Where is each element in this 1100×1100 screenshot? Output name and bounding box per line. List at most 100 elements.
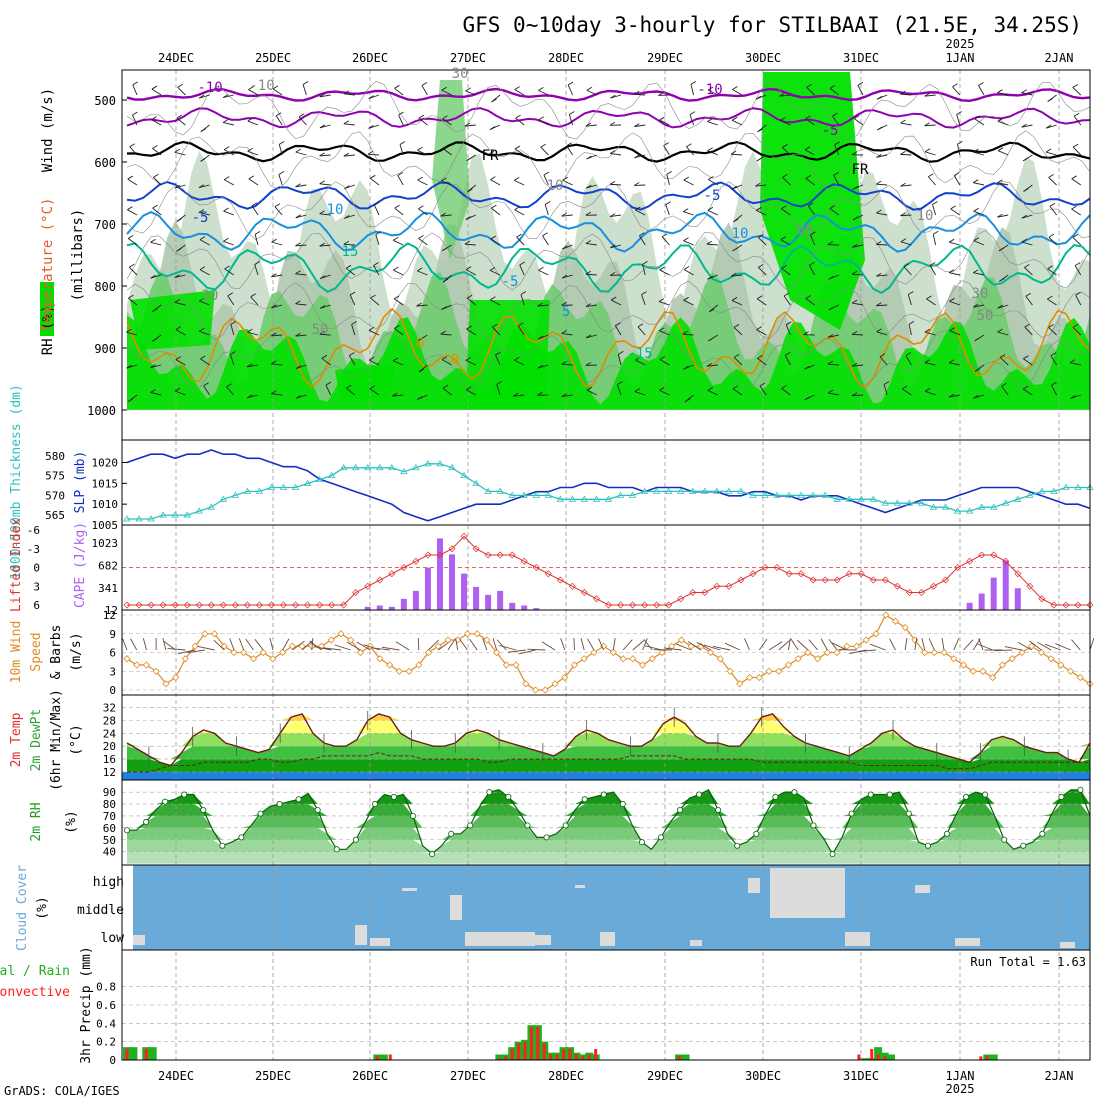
- wind-speed-point: [415, 661, 423, 669]
- upper-wind-barb-flag: [900, 90, 906, 95]
- upper-wind-barb: [222, 122, 234, 126]
- upper-wind-barb-flag: [929, 262, 936, 266]
- upper-wind-barb: [978, 85, 985, 96]
- upper-wind-barb: [1025, 295, 1033, 306]
- upper-wind-barb: [417, 149, 428, 156]
- thickness-point: [640, 487, 649, 494]
- upper-wind-barb-flag: [392, 392, 398, 397]
- upper-wind-barb: [731, 119, 743, 126]
- upper-wind-barb: [707, 390, 718, 396]
- upper-wind-barb: [827, 363, 839, 366]
- wind-tick-label: 0: [109, 684, 116, 697]
- wind-speed-point: [356, 648, 365, 657]
- rh-point: [753, 830, 760, 837]
- upper-wind-barb-flag: [1045, 124, 1052, 129]
- wind-speed-point: [765, 667, 773, 675]
- surface-wind-barb: [371, 647, 390, 651]
- cape-bar: [533, 608, 540, 610]
- upper-wind-barb-flag: [586, 386, 593, 391]
- upper-wind-barb-flag: [780, 236, 786, 241]
- upper-wind-barb: [833, 175, 840, 186]
- surface-wind-barb: [363, 644, 381, 651]
- precip-convective-bar: [510, 1049, 514, 1060]
- wind-speed-point: [502, 661, 510, 669]
- cape-tick-label: 12: [105, 604, 118, 617]
- upper-wind-barb-flag: [635, 206, 641, 211]
- surface-wind-barb: [455, 638, 459, 651]
- precip-total-bar: [880, 1052, 889, 1060]
- upper-wind-barb-flag: [1047, 98, 1053, 102]
- temp-ylabel-line: 2m Temp: [9, 712, 24, 767]
- surface-wind-barb: [1055, 643, 1071, 651]
- upper-wind-barb: [585, 304, 597, 308]
- upper-wind-barb: [757, 237, 767, 246]
- wind-speed-point: [561, 673, 569, 682]
- upper-wind-barb-flag: [731, 185, 738, 190]
- upper-wind-barb-flag: [781, 205, 787, 210]
- upper-wind-barb-flag: [466, 157, 472, 162]
- upper-wind-barb-flag: [223, 146, 230, 150]
- cloud-block: [845, 932, 870, 946]
- upper-wind-barb-flag: [416, 267, 423, 272]
- upper-wind-barb: [948, 362, 960, 366]
- contour-label: 30: [972, 286, 989, 302]
- thickness-point: [400, 467, 408, 475]
- contour-label: 10: [327, 202, 344, 218]
- upper-wind-barb: [199, 300, 210, 306]
- upper-wind-barb-flag: [566, 142, 572, 147]
- thickness-point: [219, 495, 228, 502]
- upper-wind-barb: [949, 300, 960, 306]
- upper-wind-barb-flag: [780, 117, 786, 121]
- rh-legend-swatch: [40, 282, 54, 336]
- wind-speed-point: [1018, 648, 1026, 657]
- surface-wind-barb: [904, 637, 908, 651]
- wind-speed-point: [930, 648, 938, 657]
- surface-wind-barb: [580, 638, 585, 651]
- rh-point: [352, 836, 359, 843]
- upper-wind-barb-flag: [757, 128, 763, 133]
- upper-wind-barb-flag: [924, 148, 931, 153]
- contour-label: 50: [797, 222, 814, 238]
- upper-wind-barb: [852, 302, 864, 306]
- upper-wind-barb: [780, 120, 791, 126]
- upper-wind-barb-flag: [829, 205, 836, 209]
- rh-point: [791, 789, 798, 796]
- upper-wind-barb: [997, 214, 1009, 218]
- upper-wind-barb-flag: [254, 231, 261, 235]
- cape-bar: [485, 594, 492, 610]
- upper-wind-barb: [908, 324, 912, 336]
- upper-wind-barb-flag: [857, 81, 864, 86]
- rh-point: [810, 822, 817, 829]
- upper-wind-barb-flag: [1050, 352, 1057, 356]
- upper-wind-barb-flag: [127, 206, 133, 211]
- cape-bar: [473, 586, 480, 610]
- upper-wind-barb-flag: [150, 274, 156, 279]
- upper-wind-barb: [634, 391, 646, 396]
- upper-wind-barb-flag: [659, 116, 665, 121]
- upper-wind-barb: [973, 240, 985, 246]
- upper-wind-barb: [295, 303, 307, 306]
- upper-wind-barb-flag: [635, 356, 641, 361]
- text-layer: 24DEC 24DEC 25DEC 25DEC 26DEC 26DEC 27DEC 27DEC…: [0, 37, 1086, 1096]
- top-date-label: 31DEC: [843, 51, 879, 65]
- thickness-point: [821, 491, 829, 498]
- surface-wind-barb: [356, 641, 371, 651]
- upper-wind-barb-flag: [126, 328, 132, 333]
- upper-wind-barb-flag: [900, 212, 906, 217]
- upper-wind-barb-flag: [634, 154, 640, 159]
- upper-wind-barb-flag: [708, 337, 714, 342]
- upper-wind-barb-flag: [731, 116, 738, 121]
- upper-wind-barb-flag: [827, 333, 834, 338]
- upper-wind-barb: [132, 114, 138, 126]
- upper-wind-barb-flag: [441, 306, 447, 310]
- upper-wind-barb: [348, 355, 356, 366]
- wind-speed-point: [220, 642, 228, 650]
- wind-speed-point: [891, 617, 900, 625]
- thickness-point: [135, 515, 143, 522]
- lifted-point: [966, 557, 974, 565]
- upper-wind-barb-flag: [1001, 382, 1007, 387]
- upper-wind-barb-flag: [562, 176, 568, 181]
- precip-tick-label: 0.8: [96, 981, 116, 994]
- upper-wind-barb-flag: [319, 275, 326, 280]
- upper-wind-barb: [251, 205, 259, 216]
